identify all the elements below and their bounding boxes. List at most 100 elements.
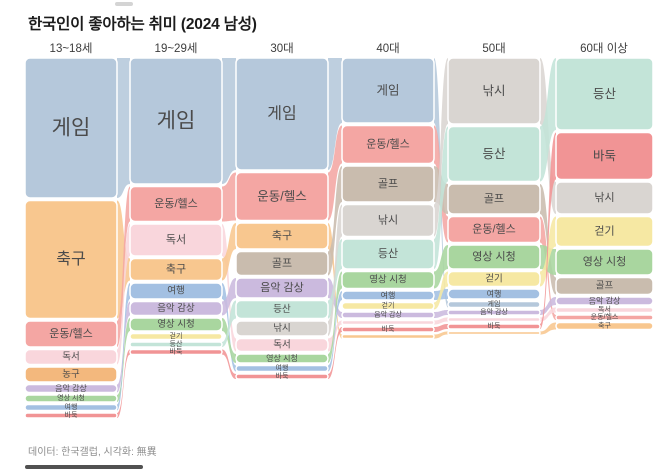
ribbon-travel [117, 283, 130, 411]
chart-title: 한국인이 좋아하는 취미 (2024 남성) [28, 16, 257, 33]
node-soccer [555, 321, 654, 331]
node-golf [341, 165, 435, 203]
node-label-music-listening: 음악 감상 [260, 281, 304, 294]
node-label-video-watching: 영상 시청 [157, 319, 195, 330]
node-baduk [129, 348, 223, 356]
node-label-video-watching: 영상 시청 [369, 275, 407, 286]
node-label-hiking: 등산 [482, 147, 506, 161]
node-video-watching [235, 353, 329, 364]
ribbon-fitness [222, 172, 236, 222]
node-label-golf: 골프 [378, 177, 398, 190]
node-label-travel: 여행 [381, 290, 396, 300]
node-music-listening [129, 300, 223, 317]
ribbon-fishing [328, 204, 342, 336]
node-label-soccer: 축구 [166, 263, 186, 276]
node-golf [555, 276, 654, 296]
node-label-fitness: 운동/헬스 [591, 312, 619, 321]
node-basketball [24, 366, 118, 383]
node-fitness [555, 314, 654, 321]
node-hiking [341, 238, 435, 270]
node-fitness [235, 171, 329, 222]
node-label-hiking: 등산 [170, 339, 183, 348]
ribbon-music-listening [434, 310, 448, 318]
ribbon-baduk [540, 132, 556, 329]
node-soccer [24, 199, 118, 320]
node-label-fitness: 운동/헬스 [49, 327, 93, 340]
ribbon-video-watching [328, 271, 342, 363]
node-label-fishing: 낚시 [273, 323, 290, 334]
ribbon-hiking [222, 300, 236, 347]
node-label-travel: 여행 [65, 402, 78, 411]
node-game [129, 57, 223, 185]
node-label-soccer: 축구 [56, 250, 85, 268]
node-label-hiking: 등산 [593, 87, 617, 101]
node-label-video-watching: 영상 시청 [583, 255, 627, 268]
node-label-soccer: 축구 [598, 321, 611, 330]
node-travel [235, 364, 329, 373]
node-music-listening [235, 277, 329, 299]
node-label-reading: 독서 [166, 233, 186, 246]
ribbon-game [328, 58, 342, 170]
ribbon-fishing [434, 58, 448, 237]
ribbon-reading [434, 317, 448, 325]
node-soccer [341, 333, 435, 340]
node-hiking [129, 341, 223, 348]
age-header-50s: 50대 [482, 43, 506, 55]
node-fitness [341, 124, 435, 165]
age-header-19-29: 19~29세 [154, 43, 198, 55]
node-soccer [447, 330, 541, 336]
ribbon-game [222, 58, 236, 184]
node-baduk [555, 131, 654, 181]
source-note: 데이터: 한국갤럽, 시각화: 無異 [28, 447, 157, 458]
node-label-music-listening: 음악 감상 [374, 310, 402, 319]
node-label-travel: 여행 [167, 285, 184, 297]
node-hiking [447, 125, 541, 183]
ribbon-fitness [328, 125, 342, 221]
node-fitness [447, 215, 541, 244]
node-label-walking: 걷기 [170, 331, 183, 340]
node-label-baduk: 바둑 [593, 149, 616, 163]
node-label-baduk: 바둑 [488, 321, 501, 330]
node-fishing [447, 57, 541, 125]
ribbon-golf [328, 166, 342, 276]
node-reading [555, 306, 654, 314]
node-walking [555, 215, 654, 248]
node-label-game: 게임 [157, 110, 196, 133]
node-label-fishing: 낚시 [378, 214, 398, 227]
node-walking [341, 301, 435, 311]
node-travel [447, 288, 541, 300]
node-reading [24, 348, 118, 366]
node-travel [24, 403, 118, 412]
node-reading [129, 223, 223, 257]
ribbon-soccer [540, 322, 556, 335]
node-reading [235, 337, 329, 353]
node-label-travel: 여행 [487, 289, 502, 299]
node-baduk [24, 412, 118, 419]
node-travel [341, 290, 435, 301]
node-label-reading: 독서 [598, 305, 611, 314]
ribbon-baduk [434, 324, 448, 332]
ribbon-music-listening [222, 278, 236, 316]
node-music-listening [24, 383, 118, 394]
node-label-reading: 독서 [62, 352, 79, 363]
node-label-baduk: 바둑 [170, 347, 183, 356]
node-game [447, 300, 541, 309]
node-game [24, 57, 118, 199]
age-header-13-18: 13~18세 [49, 43, 93, 55]
node-video-watching [24, 394, 118, 403]
age-header-30s: 30대 [270, 43, 294, 55]
node-label-fitness: 운동/헬스 [154, 197, 198, 210]
node-video-watching [341, 270, 435, 290]
node-label-music-listening: 음악 감상 [55, 383, 87, 393]
node-baduk [235, 373, 329, 380]
node-walking [447, 270, 541, 288]
node-reading [341, 319, 435, 326]
node-label-baduk: 바둑 [65, 410, 78, 419]
node-label-fishing: 낚시 [594, 191, 614, 204]
node-label-basketball: 농구 [62, 369, 80, 380]
ribbon-fitness [117, 186, 130, 347]
node-label-music-listening: 음악 감상 [589, 296, 621, 306]
ribbon-soccer [434, 331, 448, 339]
node-fishing [235, 320, 329, 337]
